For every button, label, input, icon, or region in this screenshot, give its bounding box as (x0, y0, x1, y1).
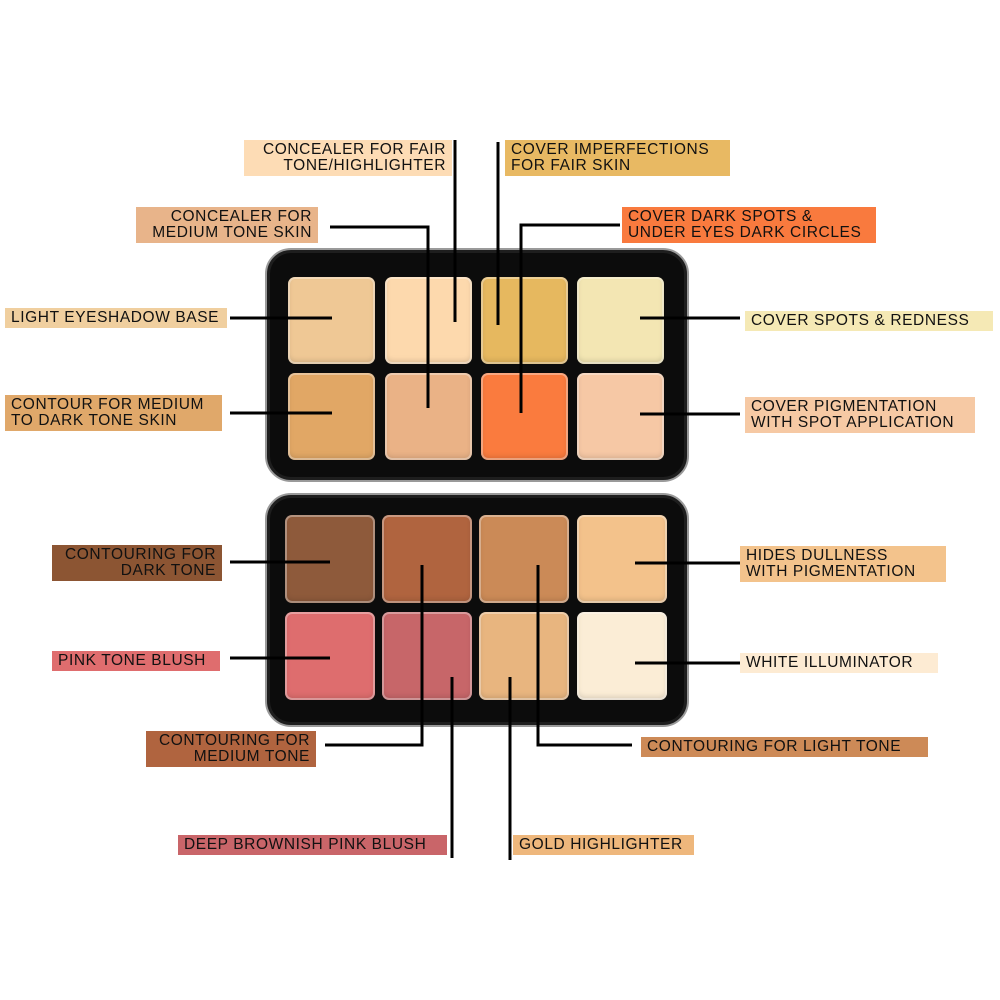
label-text: COVER PIGMENTATION (751, 398, 937, 415)
label-text: CONCEALER FOR (170, 208, 312, 225)
label-text: COVER DARK SPOTS & (628, 208, 813, 225)
label-cover-spots: COVER SPOTS & REDNESS (745, 311, 993, 331)
upper-pan-5 (288, 373, 375, 460)
label-contouring-medium: CONTOURING FOR MEDIUM TONE (146, 731, 316, 767)
label-text: UNDER EYES DARK CIRCLES (628, 224, 862, 241)
label-text: MEDIUM TONE (193, 748, 310, 765)
label-contouring-dark: CONTOURING FOR DARK TONE (52, 545, 222, 581)
lower-pan-1 (285, 515, 375, 603)
label-text: DARK TONE (120, 562, 216, 579)
lower-pan-2 (382, 515, 472, 603)
lower-pan-4 (577, 515, 667, 603)
label-text: GOLD HIGHLIGHTER (519, 836, 683, 853)
label-light-eyeshadow: LIGHT EYESHADOW BASE (5, 308, 227, 328)
label-text: CONTOUR FOR MEDIUM (11, 396, 205, 413)
leader-line-concealer-medium (330, 225, 430, 408)
label-text: TO DARK TONE SKIN (11, 412, 178, 429)
leader-line-contouring-light (536, 565, 632, 747)
label-concealer-medium: CONCEALER FOR MEDIUM TONE SKIN (136, 207, 318, 243)
lower-pan-5 (285, 612, 375, 700)
label-contouring-light: CONTOURING FOR LIGHT TONE (641, 737, 928, 757)
label-text: COVER SPOTS & REDNESS (751, 312, 970, 329)
upper-pan-7 (481, 373, 568, 460)
label-text: CONTOURING FOR (64, 546, 216, 563)
label-text: LIGHT EYESHADOW BASE (11, 309, 220, 326)
label-text: DEEP BROWNISH PINK BLUSH (184, 836, 427, 853)
lower-pan-8 (577, 612, 667, 700)
label-cover-pigmentation: COVER PIGMENTATION WITH SPOT APPLICATION (745, 397, 975, 433)
upper-pan-4 (577, 277, 664, 364)
lower-pan-6 (382, 612, 472, 700)
upper-pan-3 (481, 277, 568, 364)
label-text: FOR FAIR SKIN (511, 157, 631, 174)
leader-line-cover-dark-spots (519, 223, 620, 413)
label-text: WITH SPOT APPLICATION (751, 414, 955, 431)
lower-pan-3 (479, 515, 569, 603)
label-text: WHITE ILLUMINATOR (746, 654, 914, 671)
label-hides-dullness: HIDES DULLNESS WITH PIGMENTATION (740, 546, 946, 582)
label-cover-dark-spots: COVER DARK SPOTS & UNDER EYES DARK CIRCLE… (622, 207, 876, 243)
label-text: TONE/HIGHLIGHTER (283, 157, 446, 174)
label-text: PINK TONE BLUSH (58, 652, 206, 669)
label-text: MEDIUM TONE SKIN (152, 224, 312, 241)
label-cover-imperfections: COVER IMPERFECTIONS FOR FAIR SKIN (505, 140, 730, 176)
upper-pan-1 (288, 277, 375, 364)
label-text: CONCEALER FOR FAIR (262, 141, 446, 158)
leader-line-contouring-medium (325, 565, 424, 747)
label-gold-highlighter: GOLD HIGHLIGHTER (513, 835, 694, 855)
label-text: CONTOURING FOR (158, 732, 310, 749)
lower-pan-7 (479, 612, 569, 700)
label-white-illuminator: WHITE ILLUMINATOR (740, 653, 938, 673)
upper-pan-8 (577, 373, 664, 460)
label-pink-blush: PINK TONE BLUSH (52, 651, 220, 671)
label-contour-medium-dark: CONTOUR FOR MEDIUM TO DARK TONE SKIN (5, 395, 222, 431)
label-deep-pink-blush: DEEP BROWNISH PINK BLUSH (178, 835, 447, 855)
label-text: WITH PIGMENTATION (746, 563, 916, 580)
label-concealer-fair: CONCEALER FOR FAIR TONE/HIGHLIGHTER (244, 140, 452, 176)
label-text: HIDES DULLNESS (746, 547, 888, 564)
label-text: COVER IMPERFECTIONS (511, 141, 710, 158)
label-text: CONTOURING FOR LIGHT TONE (647, 738, 902, 755)
